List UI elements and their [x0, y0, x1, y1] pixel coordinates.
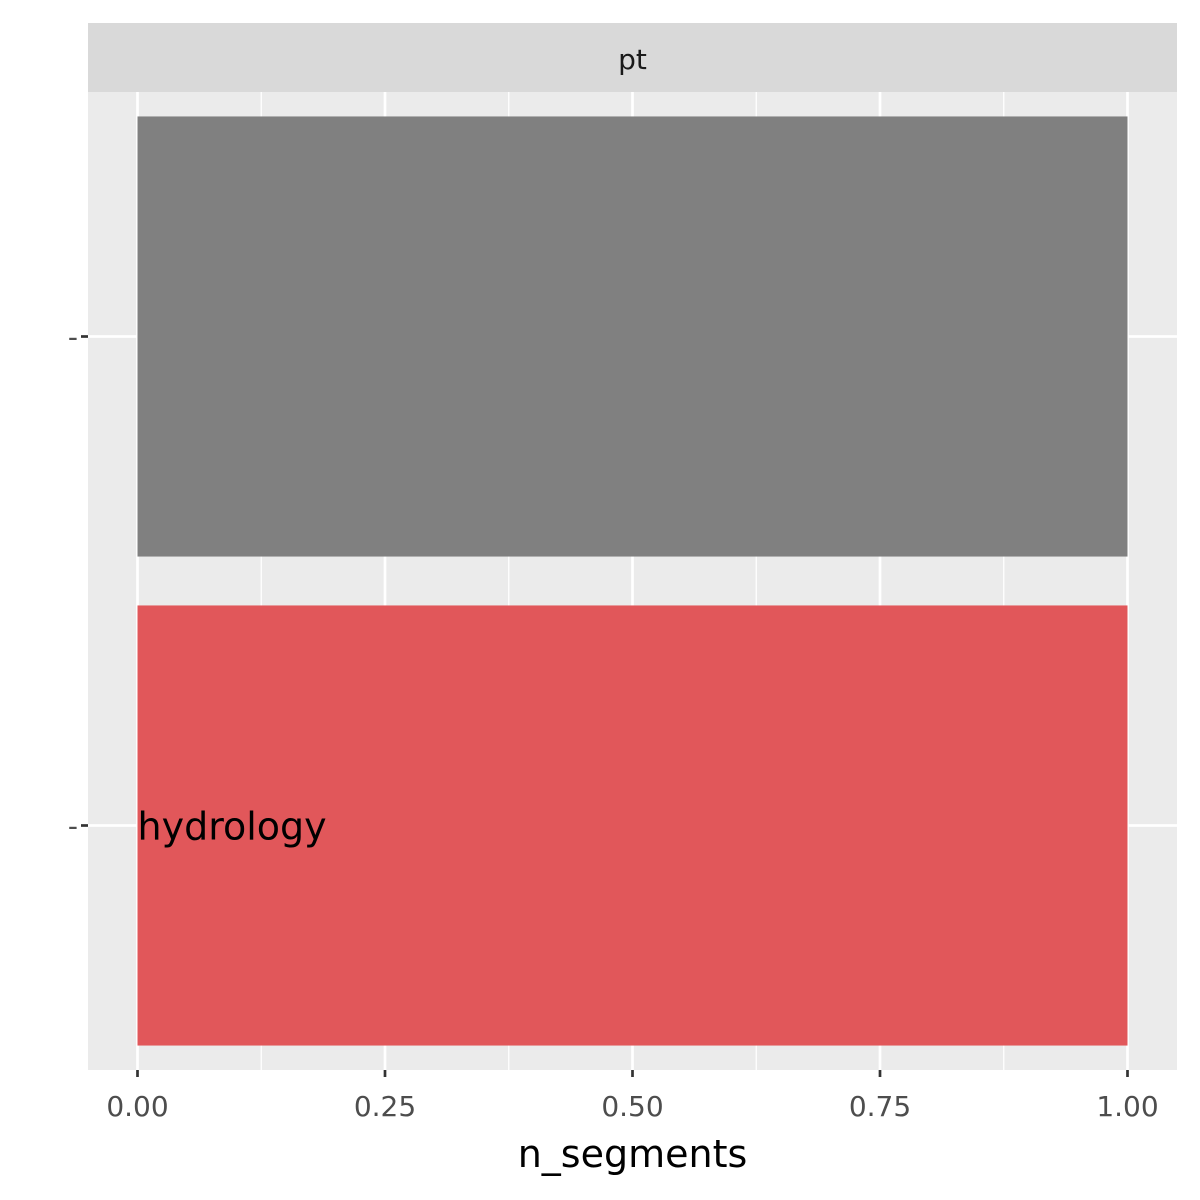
- x-tick-label: 0.00: [106, 1090, 168, 1123]
- x-tick-label: 0.50: [601, 1090, 663, 1123]
- facet-strip: [88, 23, 1177, 92]
- bar: [137, 605, 1128, 1046]
- y-axis: --: [68, 321, 88, 843]
- bars: [137, 116, 1128, 1046]
- facet-strip-label: pt: [618, 43, 647, 76]
- x-axis: 0.00 0.25 0.50 0.75 1.00: [106, 1070, 1159, 1123]
- x-tick-label: 1.00: [1096, 1090, 1158, 1123]
- y-tick-label: -: [68, 810, 78, 843]
- x-axis-title: n_segments: [518, 1132, 748, 1176]
- x-tick-label: 0.75: [849, 1090, 911, 1123]
- x-tick-label: 0.25: [354, 1090, 416, 1123]
- bar-label: hydrology: [138, 805, 327, 849]
- bar-labels: hydrology: [138, 805, 327, 849]
- y-tick-label: -: [68, 321, 78, 354]
- bar: [137, 116, 1128, 557]
